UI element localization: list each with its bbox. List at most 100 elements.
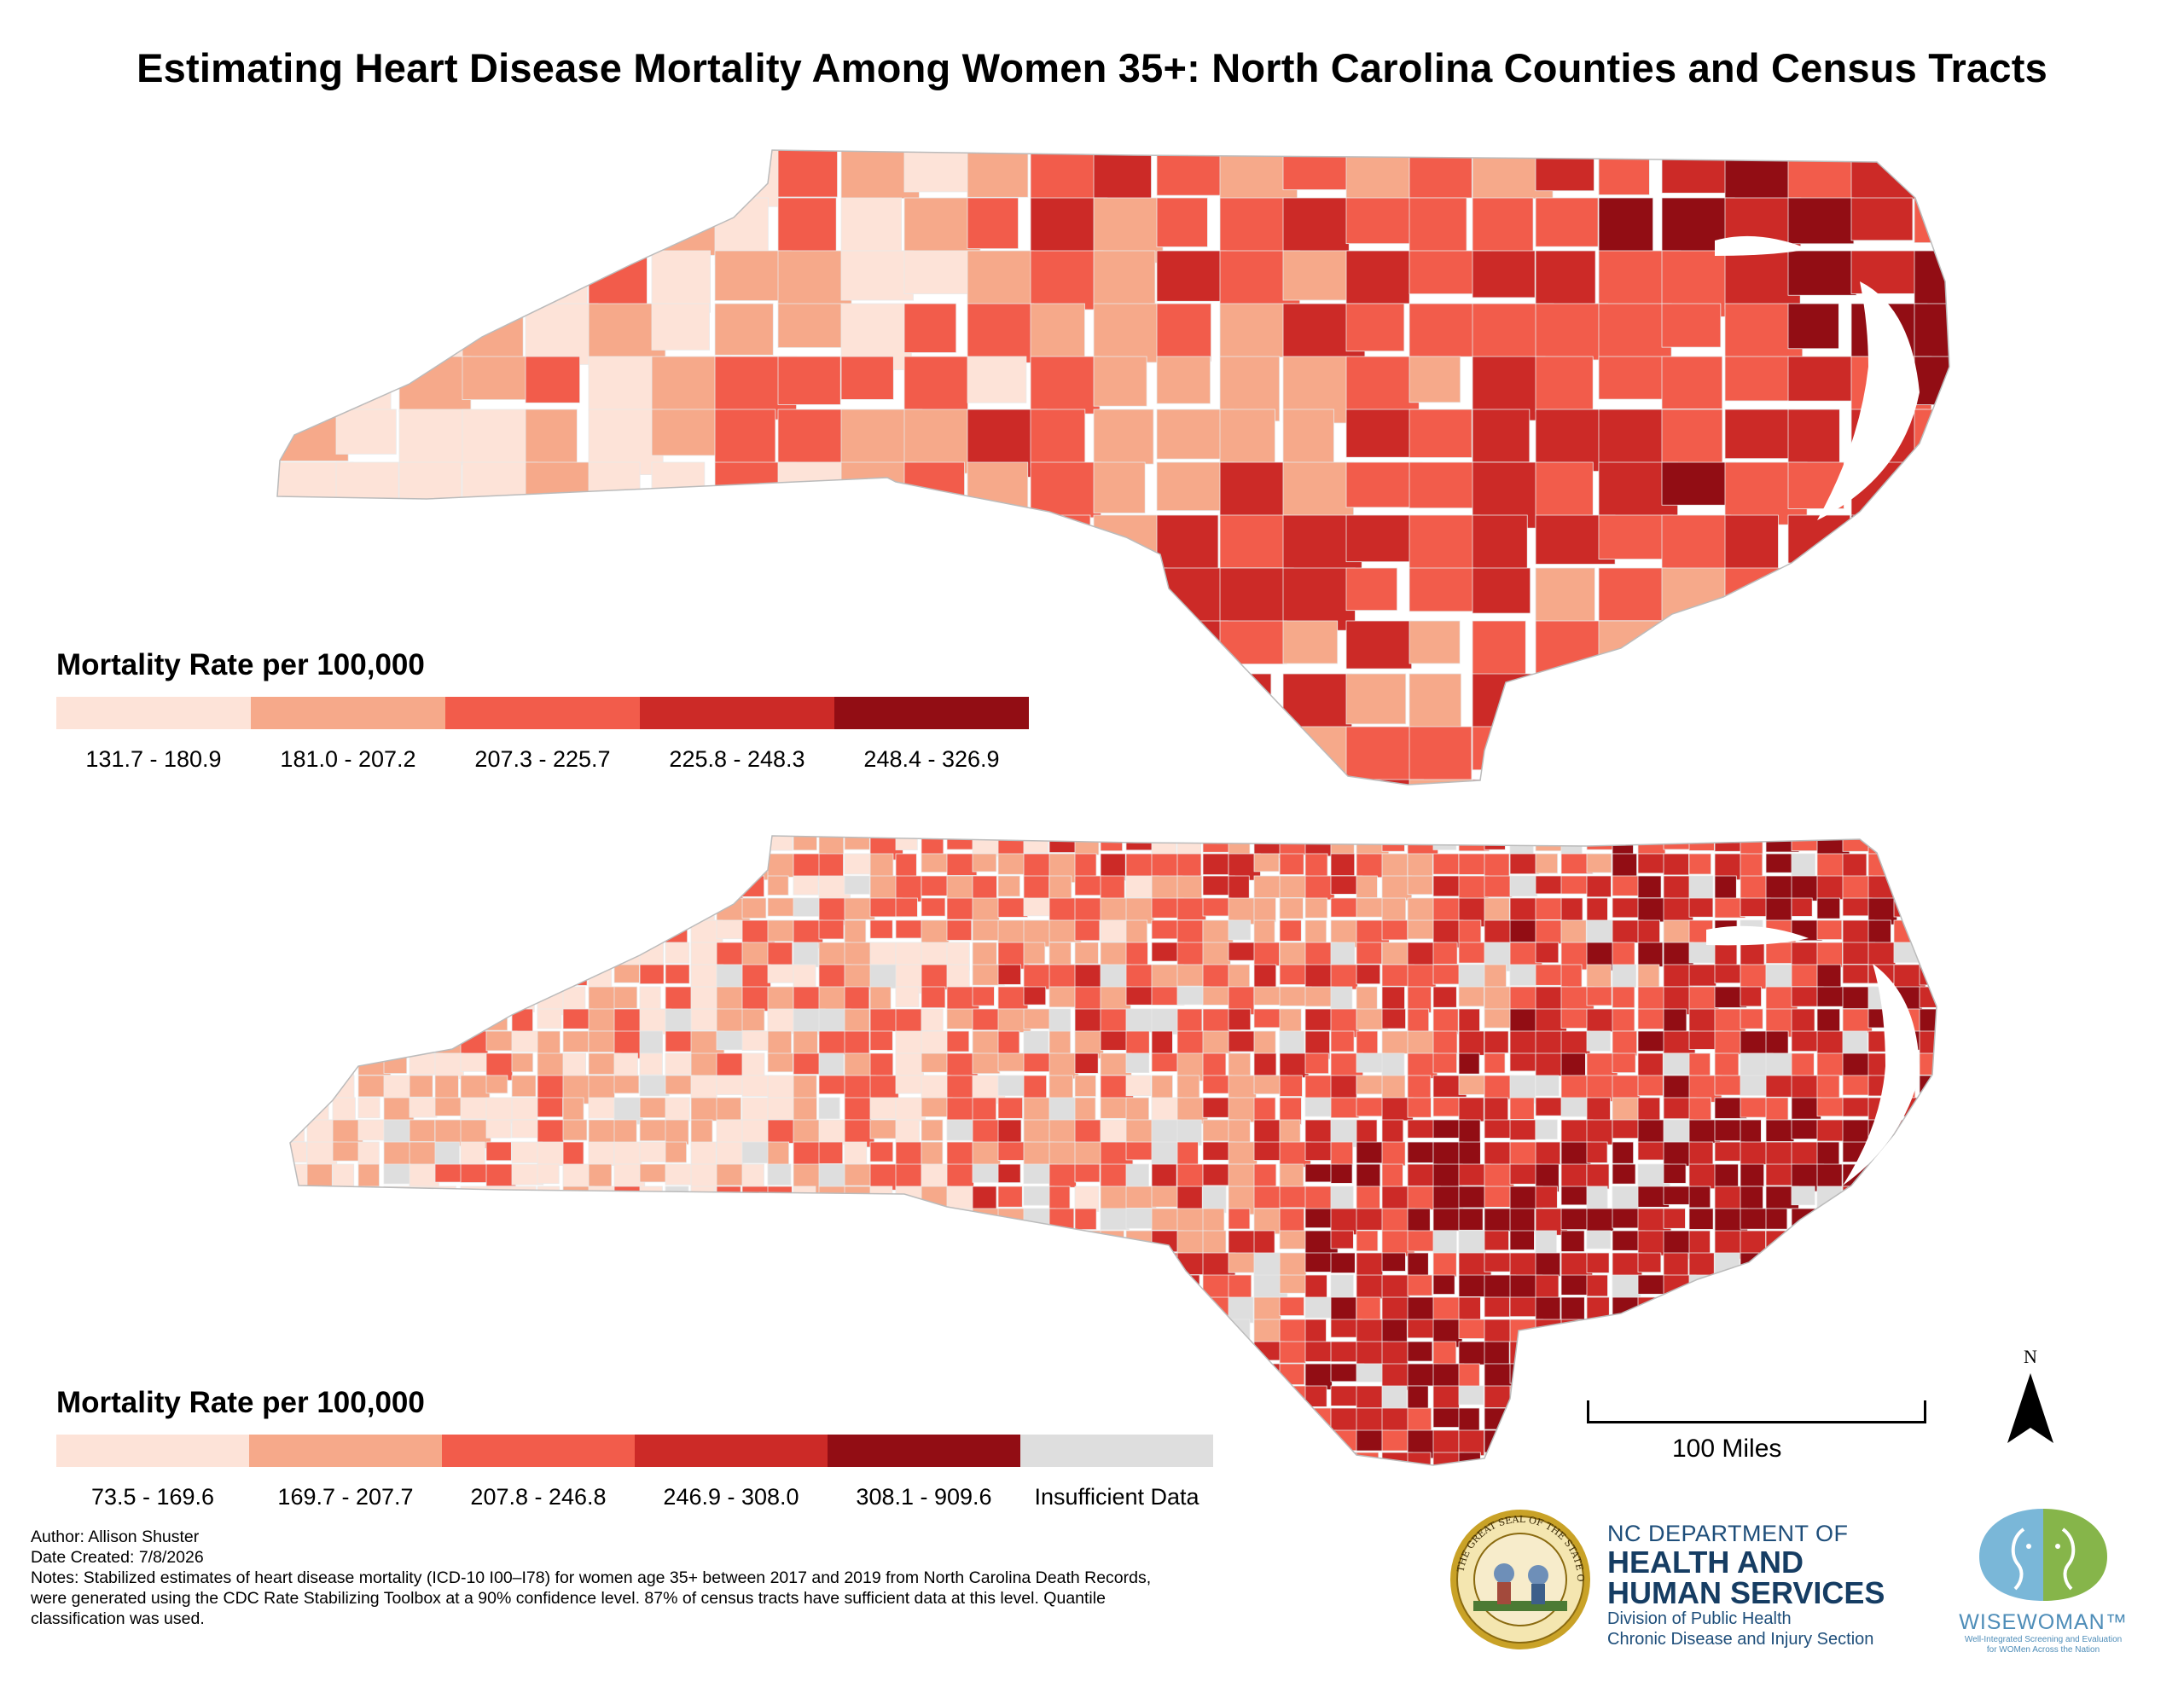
census-tract bbox=[1023, 1097, 1051, 1124]
census-tract bbox=[537, 1385, 562, 1410]
census-tract bbox=[460, 836, 491, 855]
county bbox=[714, 514, 771, 576]
census-tract bbox=[588, 1008, 619, 1032]
county bbox=[777, 461, 843, 529]
census-tract bbox=[818, 1341, 845, 1368]
census-tract bbox=[1867, 1296, 1892, 1327]
census-tract bbox=[511, 1319, 533, 1338]
census-tract bbox=[1688, 964, 1716, 987]
census-tract bbox=[1560, 1163, 1588, 1190]
census-tract bbox=[290, 853, 310, 874]
census-tract bbox=[1612, 1341, 1635, 1369]
census-tract bbox=[1535, 1363, 1570, 1386]
census-tract bbox=[1125, 1385, 1150, 1410]
county bbox=[1409, 356, 1461, 403]
county bbox=[1787, 726, 1854, 780]
census-tract bbox=[1740, 1141, 1770, 1165]
census-tract bbox=[562, 1363, 590, 1390]
census-tract bbox=[1100, 964, 1131, 991]
census-tract bbox=[357, 1319, 388, 1341]
census-tract bbox=[357, 986, 389, 1006]
census-tract bbox=[1228, 1407, 1255, 1433]
census-tract bbox=[869, 964, 898, 989]
census-tract bbox=[1407, 1052, 1438, 1079]
census-tract bbox=[511, 1097, 538, 1121]
census-tract bbox=[409, 1075, 433, 1098]
census-tract bbox=[741, 1030, 772, 1051]
county bbox=[903, 514, 960, 576]
census-tract bbox=[1407, 964, 1437, 988]
census-tract bbox=[1740, 1296, 1771, 1319]
census-tract bbox=[1945, 1009, 1966, 1035]
census-tract bbox=[844, 1407, 874, 1434]
census-tract bbox=[895, 853, 917, 879]
census-tract bbox=[946, 1363, 979, 1384]
census-tract bbox=[1458, 1385, 1484, 1406]
census-tract bbox=[997, 1274, 1028, 1295]
census-tract bbox=[332, 1119, 363, 1143]
census-tract bbox=[1048, 1341, 1072, 1369]
census-tract-map bbox=[289, 832, 1970, 1466]
census-tract bbox=[1791, 1008, 1815, 1035]
census-tract bbox=[1509, 1119, 1536, 1140]
census-tract bbox=[818, 1407, 842, 1436]
census-tract bbox=[793, 1407, 827, 1429]
census-tract bbox=[537, 897, 566, 921]
census-tract bbox=[1228, 1252, 1256, 1273]
census-tract bbox=[690, 1141, 717, 1166]
census-tract bbox=[562, 875, 592, 905]
county bbox=[1282, 197, 1350, 258]
census-tract bbox=[1279, 1429, 1306, 1454]
census-tract bbox=[537, 1230, 563, 1251]
census-tract bbox=[1100, 836, 1123, 852]
census-tract bbox=[1228, 1363, 1258, 1383]
census-tract bbox=[1867, 1252, 1896, 1275]
census-tract bbox=[1125, 942, 1148, 969]
census-tract bbox=[895, 1030, 926, 1055]
wisewoman-tagline-1: Well-Integrated Screening and Evaluation bbox=[1964, 1635, 2123, 1644]
census-tract bbox=[946, 897, 974, 920]
census-tract bbox=[741, 1119, 770, 1144]
county bbox=[588, 567, 665, 625]
census-tract bbox=[793, 836, 817, 851]
county bbox=[651, 620, 713, 682]
census-tract bbox=[588, 919, 619, 945]
census-tract bbox=[1535, 1429, 1558, 1453]
census-tract bbox=[460, 853, 492, 873]
census-tract bbox=[844, 897, 875, 920]
census-tract bbox=[511, 853, 534, 881]
census-tract bbox=[485, 1075, 508, 1094]
census-tract bbox=[1484, 1075, 1515, 1100]
census-tract bbox=[665, 1097, 690, 1122]
census-tract bbox=[1842, 853, 1867, 878]
census-tract bbox=[357, 1030, 389, 1050]
county bbox=[1598, 303, 1672, 366]
census-tract bbox=[793, 1341, 826, 1369]
census-tract bbox=[1945, 832, 1970, 853]
census-tract bbox=[665, 919, 688, 946]
county bbox=[1787, 303, 1839, 350]
census-tract bbox=[1432, 1052, 1457, 1074]
census-tract bbox=[639, 1186, 663, 1205]
census-tract bbox=[588, 1341, 611, 1367]
census-tract bbox=[1714, 1296, 1740, 1321]
census-tract bbox=[1048, 1163, 1077, 1188]
census-tract bbox=[895, 1363, 928, 1393]
county bbox=[277, 250, 328, 297]
census-tract bbox=[332, 1186, 366, 1205]
census-tract bbox=[290, 1363, 305, 1384]
census-tract bbox=[972, 1052, 1001, 1075]
census-tract bbox=[1228, 1097, 1256, 1123]
county bbox=[1535, 726, 1618, 774]
census-tract bbox=[716, 1230, 749, 1260]
census-tract bbox=[1535, 964, 1562, 986]
census-tract bbox=[997, 875, 1020, 897]
county bbox=[1724, 673, 1787, 737]
county bbox=[1345, 726, 1414, 785]
census-tract bbox=[1484, 1363, 1514, 1388]
census-tract bbox=[1842, 1186, 1865, 1213]
census-tract bbox=[562, 1030, 590, 1052]
census-tract bbox=[1407, 1319, 1436, 1339]
census-tract bbox=[1509, 1385, 1532, 1413]
census-tract bbox=[767, 1141, 790, 1168]
